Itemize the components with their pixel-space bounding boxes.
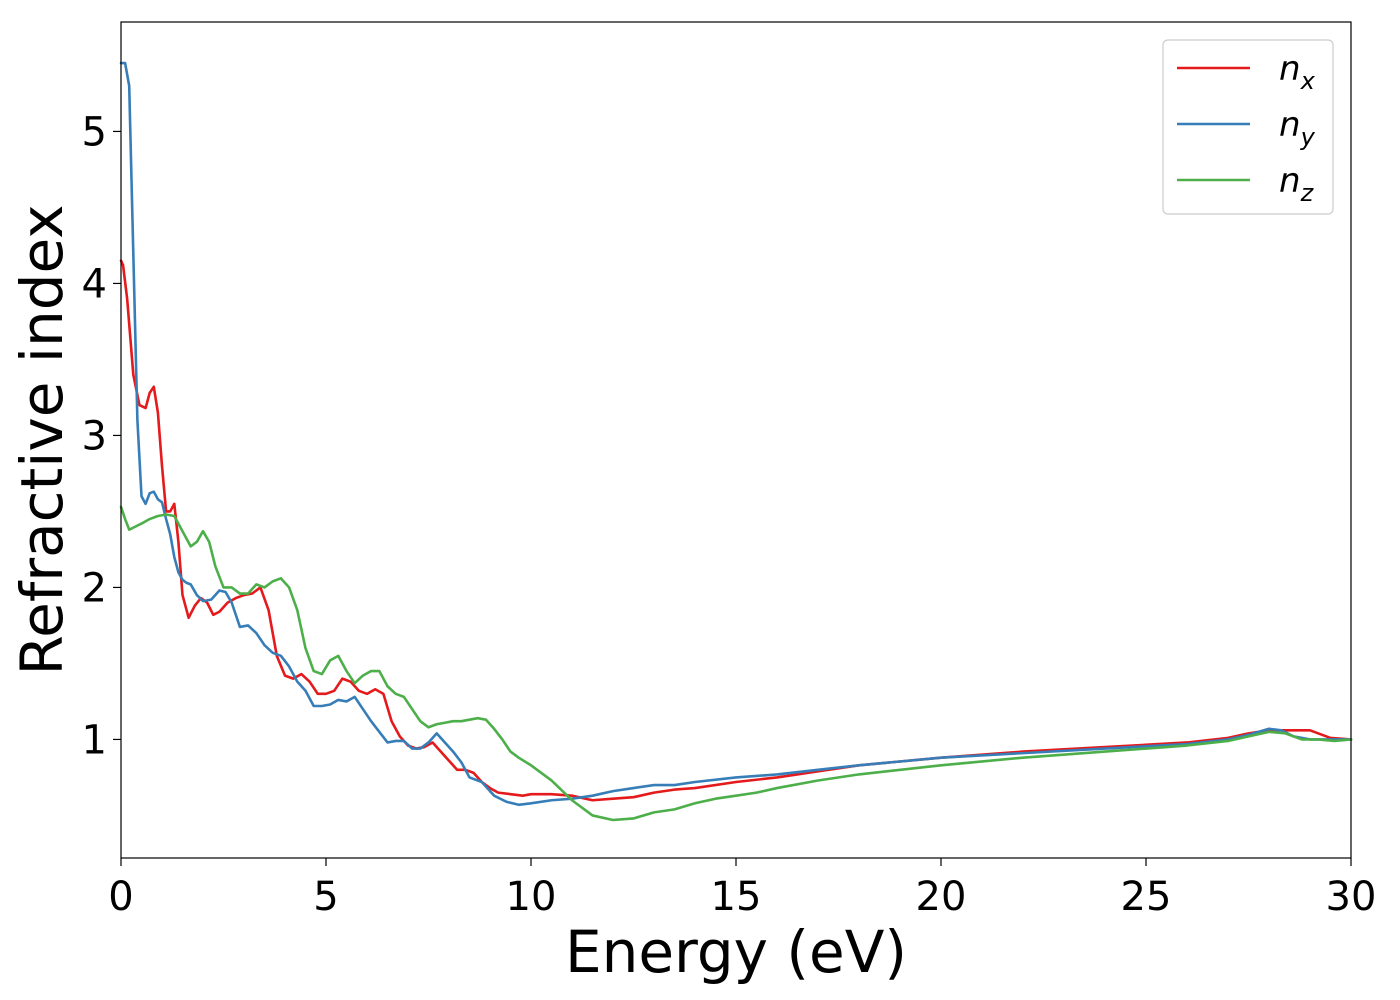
y-tick-label: 1 [82,717,107,763]
legend-label-subscript: x [1300,67,1316,95]
y-axis-label: Refractive index [8,204,76,675]
x-tick-label: 25 [1121,874,1172,920]
series-line-z [119,505,1353,822]
x-tick-label: 0 [108,874,133,920]
y-tick-label: 3 [82,413,107,459]
ticks-layer: 0 5 10 15 20 25 30 1 2 3 4 5 [82,109,1377,920]
legend-label-subscript: y [1300,123,1316,151]
series-layer [119,61,1353,822]
series-line-x [119,259,1353,802]
y-tick-label: 5 [82,109,107,155]
series-line-y [119,61,1353,807]
x-tick-label: 30 [1326,874,1377,920]
legend-label-base: n [1279,49,1301,89]
y-tick-label: 2 [82,565,107,611]
y-tick-label: 4 [82,261,107,307]
legend-label-base: n [1279,105,1301,145]
x-tick-label: 20 [916,874,967,920]
x-tick-label: 5 [313,874,338,920]
legend-label-x: nx [1279,49,1316,95]
legend-label-subscript: z [1300,179,1315,207]
legend-label-base: n [1279,161,1301,201]
legend-label-y: ny [1279,105,1316,151]
x-tick-label: 15 [711,874,762,920]
x-axis-label: Energy (eV) [565,918,907,986]
legend-label-z: nz [1279,161,1315,207]
legend-box [1162,39,1334,215]
x-tick-label: 10 [506,874,557,920]
